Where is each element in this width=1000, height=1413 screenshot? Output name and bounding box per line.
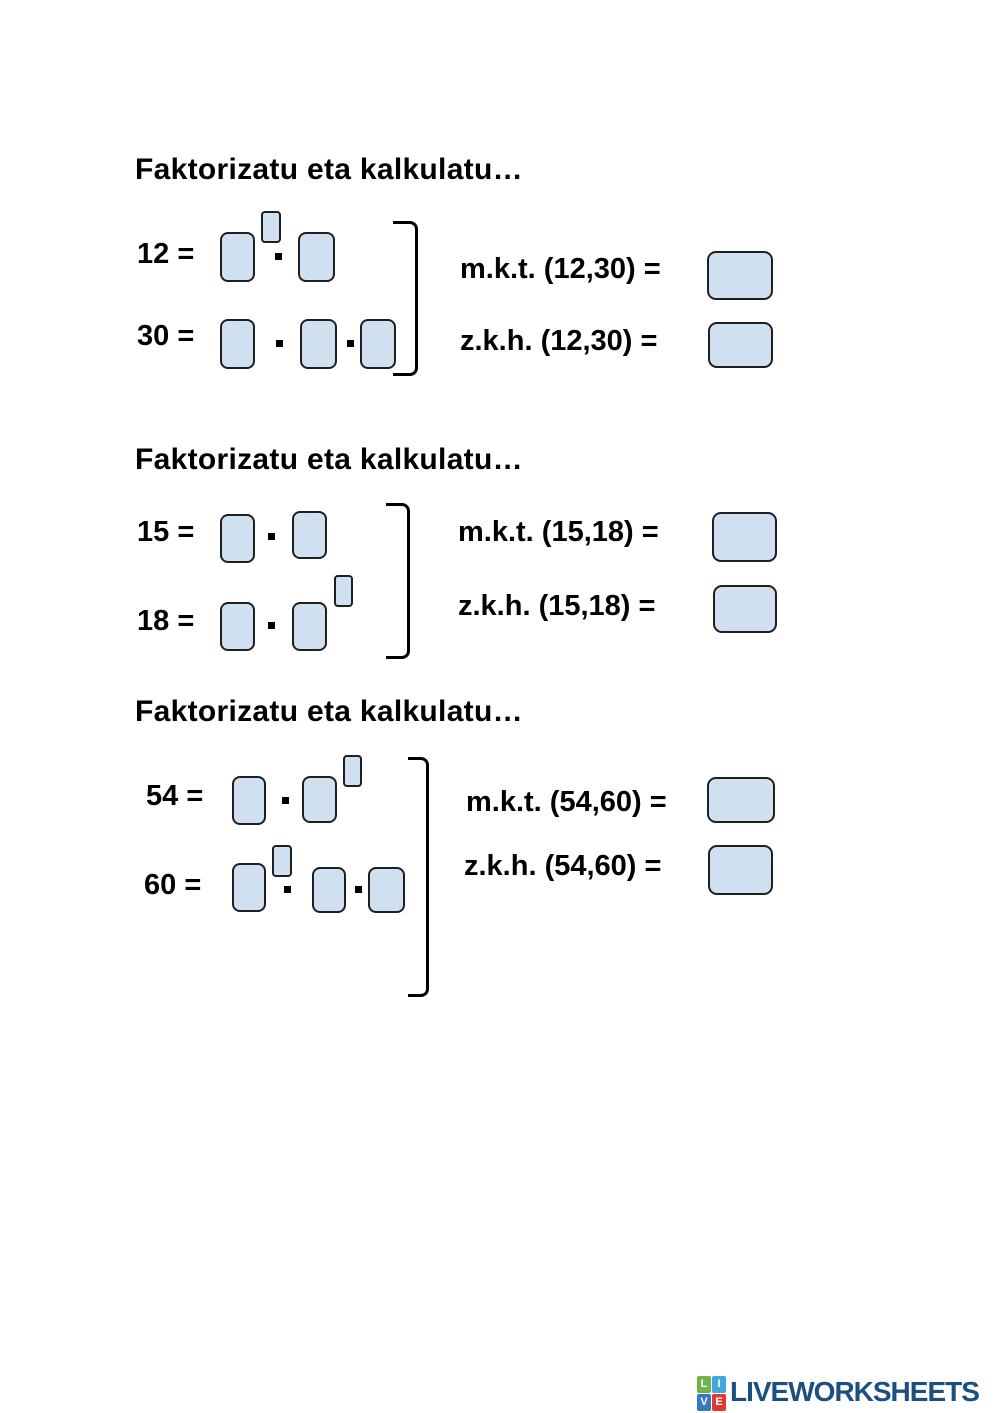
multiply-dot-icon	[275, 253, 282, 260]
mkt-answer-input[interactable]	[707, 251, 773, 300]
zkh-answer-input[interactable]	[708, 845, 773, 895]
factor-input[interactable]	[220, 319, 255, 369]
section-2-mkt-label: m.k.t. (15,18) =	[458, 516, 659, 548]
mkt-answer-input[interactable]	[707, 777, 775, 823]
multiply-dot-icon	[282, 797, 289, 804]
multiply-dot-icon	[268, 622, 275, 629]
factor-input[interactable]	[292, 602, 327, 651]
grouping-bracket	[386, 503, 410, 659]
factor-input[interactable]	[292, 511, 327, 559]
grouping-bracket	[393, 221, 418, 376]
exponent-input[interactable]	[261, 211, 281, 243]
multiply-dot-icon	[347, 340, 354, 347]
factor-input[interactable]	[300, 319, 337, 369]
factor-input[interactable]	[302, 776, 337, 823]
exponent-input[interactable]	[343, 755, 362, 787]
logo-tile-e: E	[712, 1394, 726, 1411]
zkh-answer-input[interactable]	[713, 585, 777, 633]
factor-input[interactable]	[232, 776, 266, 825]
liveworksheets-wordmark: LIVEWORKSHEETS	[730, 1376, 980, 1407]
factor-input[interactable]	[220, 514, 255, 563]
section-1-row-30-label: 30 =	[137, 320, 195, 352]
liveworksheets-grid-icon: L I V E	[697, 1376, 726, 1411]
factor-input[interactable]	[312, 867, 346, 913]
section-2-row-15-label: 15 =	[137, 516, 195, 548]
multiply-dot-icon	[355, 886, 362, 893]
exponent-input[interactable]	[272, 845, 292, 877]
section-1-mkt-label: m.k.t. (12,30) =	[460, 253, 661, 285]
multiply-dot-icon	[284, 886, 291, 893]
liveworksheets-logo-link[interactable]: L I V E LIVEWORKSHEETS	[697, 1374, 992, 1412]
section-2-title: Faktorizatu eta kalkulatu…	[135, 443, 523, 476]
section-1-row-12-label: 12 =	[137, 238, 195, 270]
factor-input[interactable]	[298, 232, 335, 282]
section-3-zkh-label: z.k.h. (54,60) =	[464, 850, 662, 882]
factor-input[interactable]	[220, 602, 255, 651]
multiply-dot-icon	[276, 340, 283, 347]
logo-tile-i: I	[712, 1376, 726, 1393]
section-3-title: Faktorizatu eta kalkulatu…	[135, 695, 523, 728]
multiply-dot-icon	[268, 533, 275, 540]
section-3-row-60-label: 60 =	[144, 869, 202, 901]
section-1-zkh-label: z.k.h. (12,30) =	[460, 325, 658, 357]
factor-input[interactable]	[360, 319, 396, 369]
factor-input[interactable]	[220, 232, 255, 282]
mkt-answer-input[interactable]	[712, 512, 777, 562]
section-3-mkt-label: m.k.t. (54,60) =	[466, 786, 667, 818]
grouping-bracket	[408, 757, 429, 997]
logo-tile-v: V	[697, 1394, 711, 1411]
section-1-title: Faktorizatu eta kalkulatu…	[135, 153, 523, 186]
exponent-input[interactable]	[334, 575, 353, 607]
zkh-answer-input[interactable]	[708, 322, 773, 368]
section-3-row-54-label: 54 =	[146, 780, 204, 812]
factor-input[interactable]	[368, 867, 405, 913]
section-2-row-18-label: 18 =	[137, 605, 195, 637]
factor-input[interactable]	[232, 863, 266, 912]
section-2-zkh-label: z.k.h. (15,18) =	[458, 590, 656, 622]
logo-tile-l: L	[697, 1376, 711, 1393]
